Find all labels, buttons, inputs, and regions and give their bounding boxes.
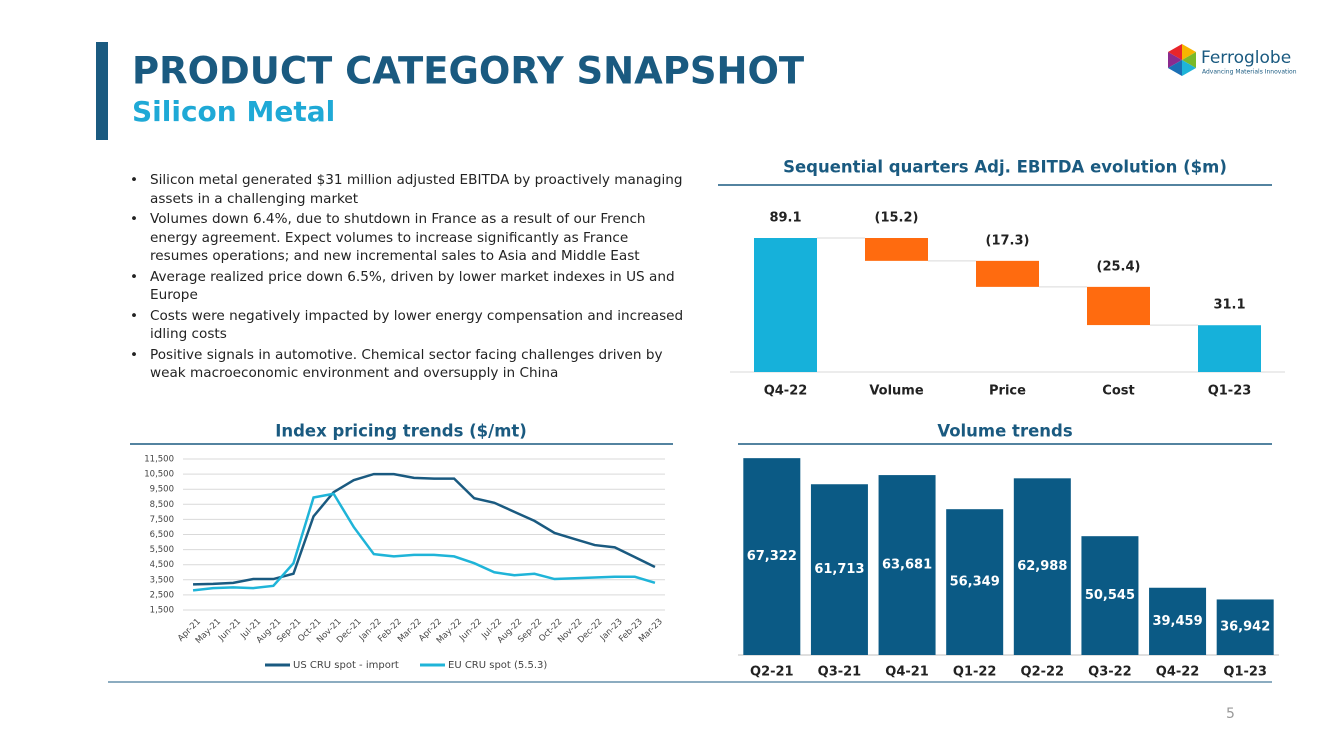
legend-label: EU CRU spot (5.5.3) <box>448 660 547 671</box>
page-number: 5 <box>1226 706 1235 722</box>
x-tick-label: Q1-22 <box>953 665 997 680</box>
bar <box>878 475 936 655</box>
value-label: 36,942 <box>1220 620 1270 635</box>
y-tick-label: 3,500 <box>150 575 174 585</box>
y-tick-label: 5,500 <box>150 545 174 555</box>
value-label: 50,545 <box>1085 588 1135 603</box>
x-tick-label: Price <box>989 384 1026 399</box>
y-tick-label: 10,500 <box>144 470 174 480</box>
chart-title: Index pricing trends ($/mt) <box>275 422 527 441</box>
bullet: Volumes down 6.4%, due to shutdown in Fr… <box>130 210 690 266</box>
legend-label: US CRU spot - import <box>293 660 399 671</box>
bar <box>1198 325 1261 372</box>
chart-title: Volume trends <box>937 422 1073 441</box>
bar <box>946 509 1004 655</box>
bullet-list: Silicon metal generated $31 million adju… <box>130 171 690 385</box>
chart-title: Sequential quarters Adj. EBITDA evolutio… <box>783 158 1227 177</box>
slide-subtitle: Silicon Metal <box>132 95 335 128</box>
line-series <box>193 472 656 586</box>
bullet: Silicon metal generated $31 million adju… <box>130 171 690 208</box>
bar <box>1013 478 1071 655</box>
bar <box>1149 587 1207 655</box>
bullet: Costs were negatively impacted by lower … <box>130 307 690 344</box>
bullet: Positive signals in automotive. Chemical… <box>130 346 690 383</box>
y-tick-label: 7,500 <box>150 515 174 525</box>
value-label: 39,459 <box>1152 614 1202 629</box>
value-label: (15.2) <box>875 211 919 226</box>
y-tick-label: 9,500 <box>150 485 174 495</box>
x-tick-label: Q2-22 <box>1021 665 1065 680</box>
value-label: (17.3) <box>986 233 1030 248</box>
bar <box>865 238 928 261</box>
value-label: 61,713 <box>814 562 864 577</box>
x-tick-label: Volume <box>869 384 924 399</box>
y-tick-label: 8,500 <box>150 500 174 510</box>
x-tick-label: Jun-22 <box>457 617 484 644</box>
logo-name: Ferroglobe <box>1201 48 1291 68</box>
y-tick-label: 4,500 <box>150 560 174 570</box>
bar <box>810 484 868 655</box>
bar <box>1216 599 1274 655</box>
bar <box>976 260 1039 287</box>
x-tick-label: Jun-21 <box>216 617 243 644</box>
value-label: 31.1 <box>1213 298 1245 313</box>
y-tick-label: 1,500 <box>150 606 174 616</box>
value-label: (25.4) <box>1097 259 1141 274</box>
x-tick-label: Q3-22 <box>1088 665 1132 680</box>
x-tick-label: Q3-21 <box>818 665 862 680</box>
x-tick-label: Cost <box>1102 384 1134 399</box>
bar <box>754 238 817 372</box>
x-tick-label: Q1-23 <box>1223 665 1267 680</box>
x-tick-label: Q4-21 <box>885 665 929 680</box>
y-tick-label: 11,500 <box>144 455 174 465</box>
x-tick-label: Q2-21 <box>750 665 794 680</box>
x-tick-label: Q4-22 <box>764 384 808 399</box>
x-tick-label: Q1-23 <box>1208 384 1252 399</box>
logo-icon <box>1168 44 1196 76</box>
bullet: Average realized price down 6.5%, driven… <box>130 268 690 305</box>
value-label: 62,988 <box>1017 559 1067 574</box>
y-tick-label: 6,500 <box>150 530 174 540</box>
accent-bar <box>96 42 108 140</box>
value-label: 67,322 <box>747 549 797 564</box>
value-label: 89.1 <box>769 211 801 226</box>
value-label: 56,349 <box>950 575 1000 590</box>
value-label: 63,681 <box>882 558 932 573</box>
bar <box>743 458 801 655</box>
bar <box>1081 536 1139 655</box>
slide-title: PRODUCT CATEGORY SNAPSHOT <box>132 50 805 93</box>
logo-tagline: Advancing Materials Innovation <box>1202 69 1297 76</box>
line-series <box>192 492 656 592</box>
bar <box>1087 286 1150 326</box>
y-tick-label: 2,500 <box>150 590 174 600</box>
x-tick-label: Q4-22 <box>1156 665 1200 680</box>
